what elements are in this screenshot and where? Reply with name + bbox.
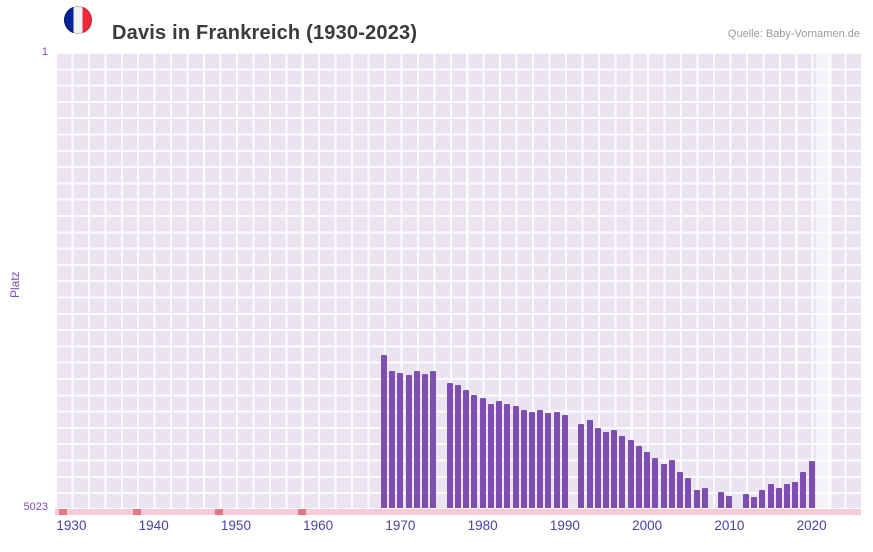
- chart-bar-1986[interactable]: [529, 411, 536, 508]
- no-data-strip: [55, 509, 861, 515]
- highlight-band: [815, 52, 833, 508]
- y-tick-top: 1: [41, 46, 48, 58]
- chart-bar-1978[interactable]: [463, 389, 470, 508]
- chart-bar-1976[interactable]: [446, 382, 453, 508]
- chart-bar-1988[interactable]: [545, 412, 552, 508]
- chart-bar-1974[interactable]: [430, 371, 437, 508]
- x-tick-label-1930: 1930: [56, 518, 87, 533]
- chart-bar-2001[interactable]: [652, 457, 659, 508]
- chart-bar-1993[interactable]: [586, 419, 593, 508]
- chart-bar-1995[interactable]: [603, 431, 610, 508]
- x-tick-label-1970: 1970: [385, 518, 416, 533]
- chart-bar-2007[interactable]: [701, 487, 708, 508]
- chart-bar-2005[interactable]: [685, 477, 692, 508]
- chart-bar-2016[interactable]: [775, 487, 782, 508]
- page-title: Davis in Frankreich (1930-2023): [112, 22, 418, 45]
- x-tick-label-2000: 2000: [632, 518, 663, 533]
- chart-bar-1984[interactable]: [512, 406, 519, 508]
- chart-bar-1968[interactable]: [380, 355, 387, 508]
- chart-bar-2012[interactable]: [742, 493, 749, 508]
- chart-bar-1979[interactable]: [471, 394, 478, 508]
- x-tick-label-2020: 2020: [796, 518, 827, 533]
- chart-bar-2002[interactable]: [660, 463, 667, 508]
- chart-bar-1981[interactable]: [487, 403, 494, 508]
- chart-bar-1977[interactable]: [455, 384, 461, 508]
- x-tick-label-2010: 2010: [714, 518, 745, 533]
- chart-bar-2000[interactable]: [644, 451, 651, 508]
- france-flag-icon: [64, 6, 92, 34]
- chart-bar-2006[interactable]: [693, 489, 700, 508]
- no-rank-marker-1938: [133, 509, 142, 515]
- chart-bar-1998[interactable]: [627, 439, 634, 508]
- y-tick-bottom: 5023: [23, 501, 48, 513]
- x-tick-label-1960: 1960: [303, 518, 334, 533]
- chart-bar-1985[interactable]: [520, 409, 527, 508]
- chart-bar-1990[interactable]: [561, 414, 568, 508]
- x-tick-label-1950: 1950: [220, 518, 251, 533]
- chart-bar-2018[interactable]: [792, 481, 799, 508]
- chart-bar-2010[interactable]: [726, 495, 733, 508]
- x-tick-label-1940: 1940: [138, 518, 169, 533]
- chart-bar-2019[interactable]: [800, 471, 807, 508]
- chart-bar-1970[interactable]: [397, 372, 404, 508]
- x-tick-label-1980: 1980: [467, 518, 498, 533]
- source-credit: Quelle: Baby-Vornamen.de: [727, 28, 860, 40]
- chart-bar-2004[interactable]: [677, 471, 684, 508]
- chart-bar-1980[interactable]: [479, 397, 486, 508]
- x-tick-label-1990: 1990: [549, 518, 580, 533]
- no-rank-marker-1929: [59, 509, 68, 515]
- chart-bar-2020[interactable]: [808, 461, 815, 508]
- chart-bar-1996[interactable]: [611, 429, 618, 508]
- chart-bar-1969[interactable]: [389, 371, 396, 508]
- no-rank-marker-1948: [215, 509, 224, 515]
- chart-bar-1997[interactable]: [619, 435, 626, 508]
- chart-bar-1973[interactable]: [422, 373, 429, 508]
- chart-bar-1972[interactable]: [413, 371, 420, 508]
- chart-bar-1989[interactable]: [553, 411, 560, 508]
- chart-bar-2014[interactable]: [759, 489, 766, 508]
- chart-bar-2015[interactable]: [767, 483, 774, 508]
- plot-area: [55, 52, 861, 508]
- x-axis: 1930 1940 1950 1960 1970 1980 1990 2000 2010 2020: [0, 518, 873, 538]
- chart-bar-2009[interactable]: [718, 491, 725, 508]
- no-rank-marker-1958: [297, 509, 306, 515]
- chart-bar-1999[interactable]: [635, 445, 642, 508]
- chart-bar-1992[interactable]: [578, 423, 585, 508]
- chart-bar-1971[interactable]: [405, 374, 412, 508]
- chart-bar-2003[interactable]: [668, 459, 675, 508]
- chart-bar-2017[interactable]: [783, 483, 790, 508]
- y-axis-title: Platz: [8, 271, 22, 298]
- chart-bar-1982[interactable]: [496, 401, 503, 508]
- chart-bar-1987[interactable]: [537, 409, 544, 508]
- chart-bar-2013[interactable]: [751, 496, 758, 508]
- chart-bar-1994[interactable]: [594, 427, 601, 508]
- chart-bar-1983[interactable]: [504, 403, 511, 508]
